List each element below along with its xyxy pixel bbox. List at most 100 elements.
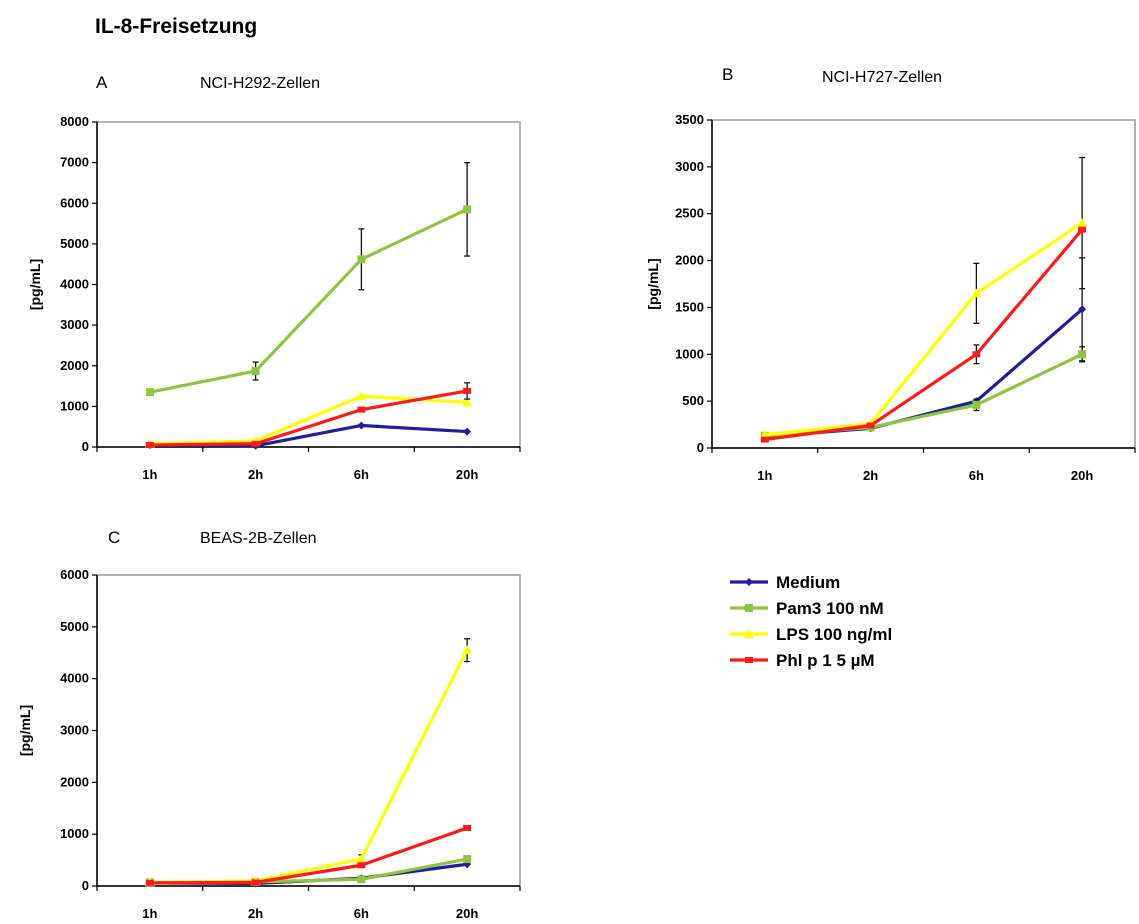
legend-marker — [745, 578, 753, 586]
panel-a-letter: A — [96, 73, 108, 92]
series-line — [149, 207, 468, 394]
series-line — [149, 389, 468, 447]
legend-item-phl-p-1-5-m: Phl p 1 5 µM — [730, 651, 875, 670]
panel-a-title: NCI-H292-Zellen — [200, 75, 320, 92]
y-tick-label: 4000 — [60, 277, 89, 292]
panel-b-title: NCI-H727-Zellen — [822, 69, 942, 86]
y-tick-label: 0 — [697, 440, 704, 455]
y-axis-label: [pg/mL] — [17, 705, 33, 756]
plot-area — [711, 119, 1136, 449]
data-point — [866, 422, 875, 429]
y-tick-label: 3000 — [60, 317, 89, 332]
data-point — [462, 397, 473, 407]
y-tick-label: 5000 — [60, 236, 89, 251]
y-tick-label: 3000 — [675, 159, 704, 174]
data-point — [357, 875, 366, 884]
x-tick-label: 2h — [863, 468, 878, 483]
y-tick-label: 2000 — [675, 253, 704, 268]
figure-title: IL-8-Freisetzung — [95, 15, 257, 38]
data-point — [357, 862, 366, 869]
legend-label: Medium — [776, 573, 840, 592]
x-tick-label: 6h — [969, 468, 984, 483]
y-tick-label: 7000 — [60, 155, 89, 170]
y-tick-label: 3500 — [675, 112, 704, 127]
legend-item-medium: Medium — [730, 573, 840, 592]
series-phl-p-1-5-m — [145, 824, 472, 886]
data-point — [356, 854, 367, 864]
y-tick-label: 2000 — [60, 774, 89, 789]
panel-b: B NCI-H727-Zellen 0 500 1000 1500 2000 2500 30… — [645, 65, 1136, 483]
panel-c-title: BEAS-2B-Zellen — [200, 530, 317, 547]
legend-item-lps-100-ng-ml: LPS 100 ng/ml — [730, 625, 892, 644]
y-tick-label: 2000 — [60, 358, 89, 373]
data-point — [463, 855, 472, 864]
legend-label: LPS 100 ng/ml — [776, 625, 892, 644]
data-point — [356, 391, 367, 401]
data-point — [463, 427, 472, 436]
legend-label: Phl p 1 5 µM — [776, 651, 875, 670]
y-tick-label: 1000 — [60, 398, 89, 413]
data-point — [463, 824, 472, 831]
data-point — [357, 255, 366, 264]
y-tick-label: 1000 — [60, 826, 89, 841]
data-point — [1078, 350, 1087, 359]
x-tick-label: 1h — [142, 467, 157, 482]
data-point — [971, 288, 982, 298]
data-point — [1078, 226, 1087, 233]
x-tick-label: 20h — [456, 906, 478, 921]
legend-label: Pam3 100 nM — [776, 599, 884, 618]
y-tick-label: 4000 — [60, 671, 89, 686]
y-tick-label: 0 — [82, 439, 89, 454]
series-line — [764, 228, 1084, 442]
series-line — [764, 221, 1084, 437]
x-tick-label: 20h — [1071, 468, 1093, 483]
series-phl-p-1-5-m — [145, 382, 472, 448]
x-tick-label: 6h — [354, 467, 369, 482]
legend: Medium Pam3 100 nM LPS 100 ng/ml Phl p 1 5 … — [730, 573, 892, 670]
x-tick-label: 2h — [248, 906, 263, 921]
x-tick-label: 1h — [142, 906, 157, 921]
data-point — [463, 205, 472, 214]
y-axis-label: [pg/mL] — [27, 259, 43, 310]
y-tick-label: 500 — [682, 393, 704, 408]
y-tick-label: 6000 — [60, 567, 89, 582]
plot-area — [96, 574, 521, 887]
series-line — [149, 826, 468, 885]
data-point — [251, 440, 260, 447]
series-phl-p-1-5-m — [760, 226, 1087, 443]
y-tick-label: 8000 — [60, 114, 89, 129]
panel-b-plot: 0 500 1000 1500 2000 2500 3000 3500 1h 2h 6h 20h [pg… — [645, 112, 1136, 483]
data-point — [463, 387, 472, 394]
data-point — [145, 879, 154, 886]
data-point — [251, 879, 260, 886]
data-point — [357, 406, 366, 413]
data-point — [251, 367, 260, 376]
x-tick-label: 6h — [354, 906, 369, 921]
legend-marker — [744, 629, 754, 638]
data-point — [972, 351, 981, 358]
data-point — [145, 441, 154, 448]
x-tick-label: 20h — [456, 467, 478, 482]
panel-c-plot: 0 1000 2000 3000 4000 5000 6000 1h 2h 6h 20h [pg/mL… — [17, 567, 521, 921]
panel-a: A NCI-H292-Zellen 0 1000 2000 3000 4000 5000 6… — [27, 73, 521, 482]
data-point — [1078, 305, 1087, 314]
y-axis-label: [pg/mL] — [645, 258, 661, 309]
data-point — [760, 436, 769, 443]
panel-a-plot: 0 1000 2000 3000 4000 5000 6000 7000 8000 1h 2h 6h 2… — [27, 114, 521, 482]
y-tick-label: 6000 — [60, 195, 89, 210]
legend-item-pam3-100-nm: Pam3 100 nM — [730, 599, 884, 618]
panel-b-letter: B — [722, 65, 733, 84]
y-tick-label: 1000 — [675, 346, 704, 361]
data-point — [357, 421, 366, 430]
legend-marker — [745, 657, 753, 663]
legend-marker — [745, 604, 753, 612]
x-tick-label: 2h — [248, 467, 263, 482]
panel-c-letter: C — [108, 528, 120, 547]
y-tick-label: 2500 — [675, 206, 704, 221]
plot-area — [96, 121, 521, 448]
data-point — [1077, 218, 1088, 228]
y-tick-label: 5000 — [60, 619, 89, 634]
x-tick-label: 1h — [757, 468, 772, 483]
data-point — [972, 400, 981, 409]
